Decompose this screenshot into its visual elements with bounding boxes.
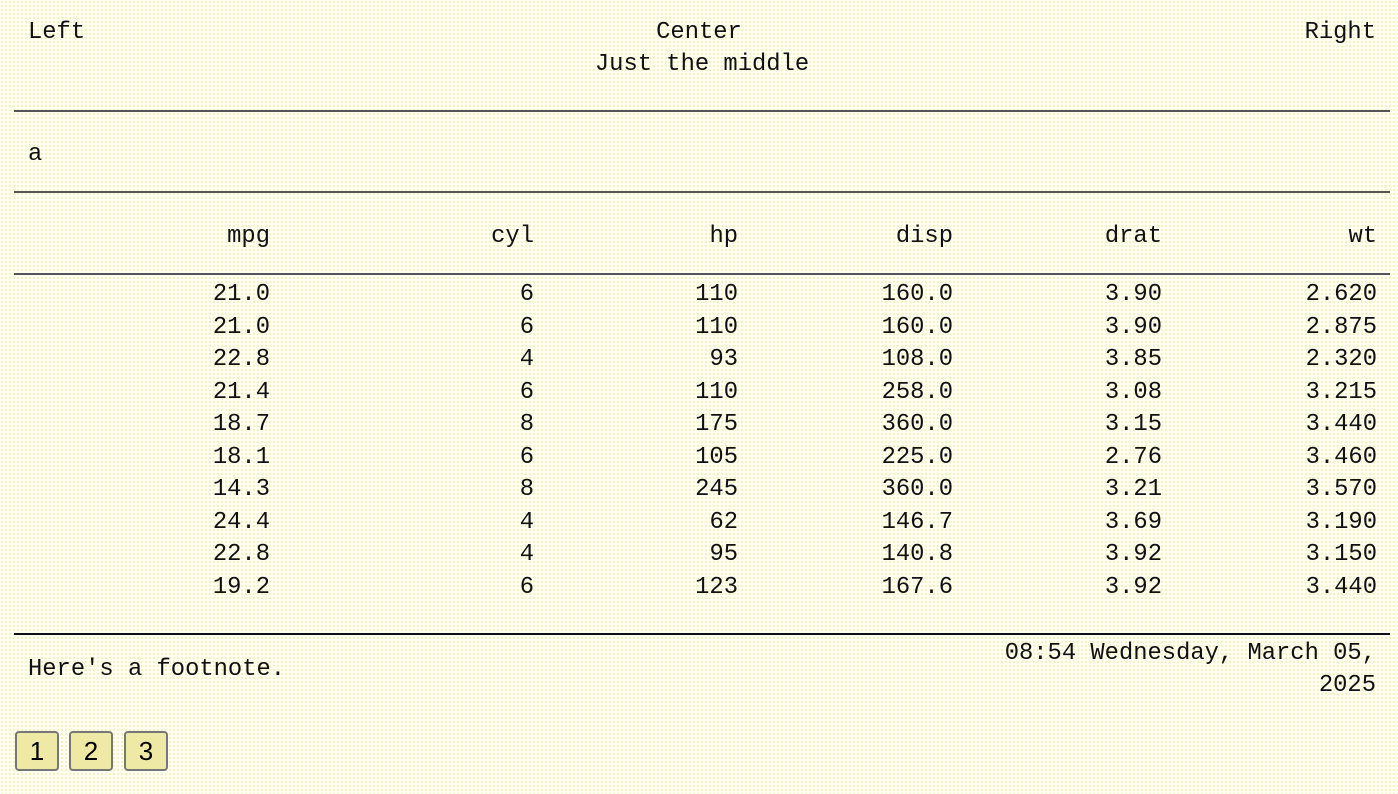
table-cell: 6 <box>519 378 534 406</box>
column-header-cyl: cyl <box>491 223 534 250</box>
table-cell: 146.7 <box>881 508 953 536</box>
table-cell: 24.4 <box>212 508 270 536</box>
divider <box>14 110 1390 112</box>
table-cell: 3.90 <box>1104 313 1162 341</box>
table-cell: 21.4 <box>212 378 270 406</box>
table-cell: 2.875 <box>1305 313 1377 341</box>
header-right: Right <box>1304 19 1376 46</box>
table-cell: 110 <box>695 378 738 406</box>
column-header-hp: hp <box>709 223 738 250</box>
table-cell: 14.3 <box>212 476 270 503</box>
table-cell: 245 <box>695 476 738 503</box>
table-cell: 8 <box>519 411 534 438</box>
table-cell: 6 <box>519 313 534 341</box>
table-cell: 93 <box>709 346 738 373</box>
divider <box>14 273 1390 275</box>
table-cell: 360.0 <box>881 476 953 503</box>
header-subtitle: Just the middle <box>594 51 810 78</box>
table-cell: 95 <box>709 541 738 568</box>
page-button-1[interactable]: 1 <box>15 731 59 771</box>
table-cell: 6 <box>519 443 534 471</box>
table-cell: 108.0 <box>881 346 953 373</box>
table-cell: 110 <box>695 313 738 341</box>
table-cell: 21.0 <box>212 313 270 341</box>
table-cell: 22.8 <box>212 346 270 373</box>
table-cell: 3.570 <box>1305 476 1377 503</box>
table-cell: 4 <box>519 508 534 536</box>
table-cell: 3.85 <box>1104 346 1162 373</box>
table-cell: 160.0 <box>881 281 953 308</box>
table-cell: 6 <box>519 281 534 308</box>
table-cell: 3.69 <box>1104 508 1162 536</box>
table-cell: 2.620 <box>1305 281 1377 308</box>
page-button-2[interactable]: 2 <box>69 731 113 771</box>
table-cell: 110 <box>695 281 738 308</box>
table-cell: 3.15 <box>1104 411 1162 438</box>
column-header-wt: wt <box>1348 223 1377 250</box>
timestamp-line2: 2025 <box>1318 672 1376 699</box>
timestamp: 08:54 Wednesday, March 05, 2025 <box>1005 640 1376 700</box>
table-cell: 3.21 <box>1104 476 1162 503</box>
header-left: Left <box>28 19 86 46</box>
table-cell: 4 <box>519 541 534 568</box>
table-cell: 3.440 <box>1305 411 1377 438</box>
table-cell: 18.1 <box>212 443 270 471</box>
table-cell: 3.440 <box>1305 573 1377 601</box>
table-cell: 19.2 <box>212 573 270 601</box>
table-cell: 167.6 <box>881 573 953 601</box>
table-cell: 3.215 <box>1305 378 1377 406</box>
table-cell: 3.92 <box>1104 541 1162 568</box>
table-cell: 258.0 <box>881 378 953 406</box>
table-cell: 2.320 <box>1305 346 1377 373</box>
column-header-drat: drat <box>1104 223 1162 250</box>
table-cell: 3.90 <box>1104 281 1162 308</box>
header-center: Center <box>656 19 742 46</box>
table-cell: 123 <box>695 573 738 601</box>
table-cell: 3.08 <box>1104 378 1162 406</box>
divider <box>14 191 1390 193</box>
table-cell: 62 <box>709 508 738 536</box>
table-cell: 105 <box>695 443 738 471</box>
table-cell: 140.8 <box>881 541 953 568</box>
table-cell: 4 <box>519 346 534 373</box>
table-cell: 18.7 <box>212 411 270 438</box>
table-cell: 8 <box>519 476 534 503</box>
timestamp-line1: 08:54 Wednesday, March 05, <box>1004 640 1376 667</box>
table-cell: 3.190 <box>1305 508 1377 536</box>
divider <box>14 633 1390 635</box>
table-cell: 3.92 <box>1104 573 1162 601</box>
table-cell: 21.0 <box>212 281 270 308</box>
table-cell: 22.8 <box>212 541 270 568</box>
table-cell: 175 <box>695 411 738 438</box>
section-label: a <box>28 141 43 168</box>
table-cell: 2.76 <box>1104 443 1162 471</box>
footnote: Here's a footnote. <box>28 656 286 683</box>
column-header-disp: disp <box>895 223 953 250</box>
table-cell: 3.460 <box>1305 443 1377 471</box>
table-cell: 160.0 <box>881 313 953 341</box>
page-button-3[interactable]: 3 <box>124 731 168 771</box>
column-header-mpg: mpg <box>227 223 270 250</box>
table-cell: 360.0 <box>881 411 953 438</box>
table-cell: 3.150 <box>1305 541 1377 568</box>
table-cell: 6 <box>519 573 534 601</box>
table-cell: 225.0 <box>881 443 953 471</box>
